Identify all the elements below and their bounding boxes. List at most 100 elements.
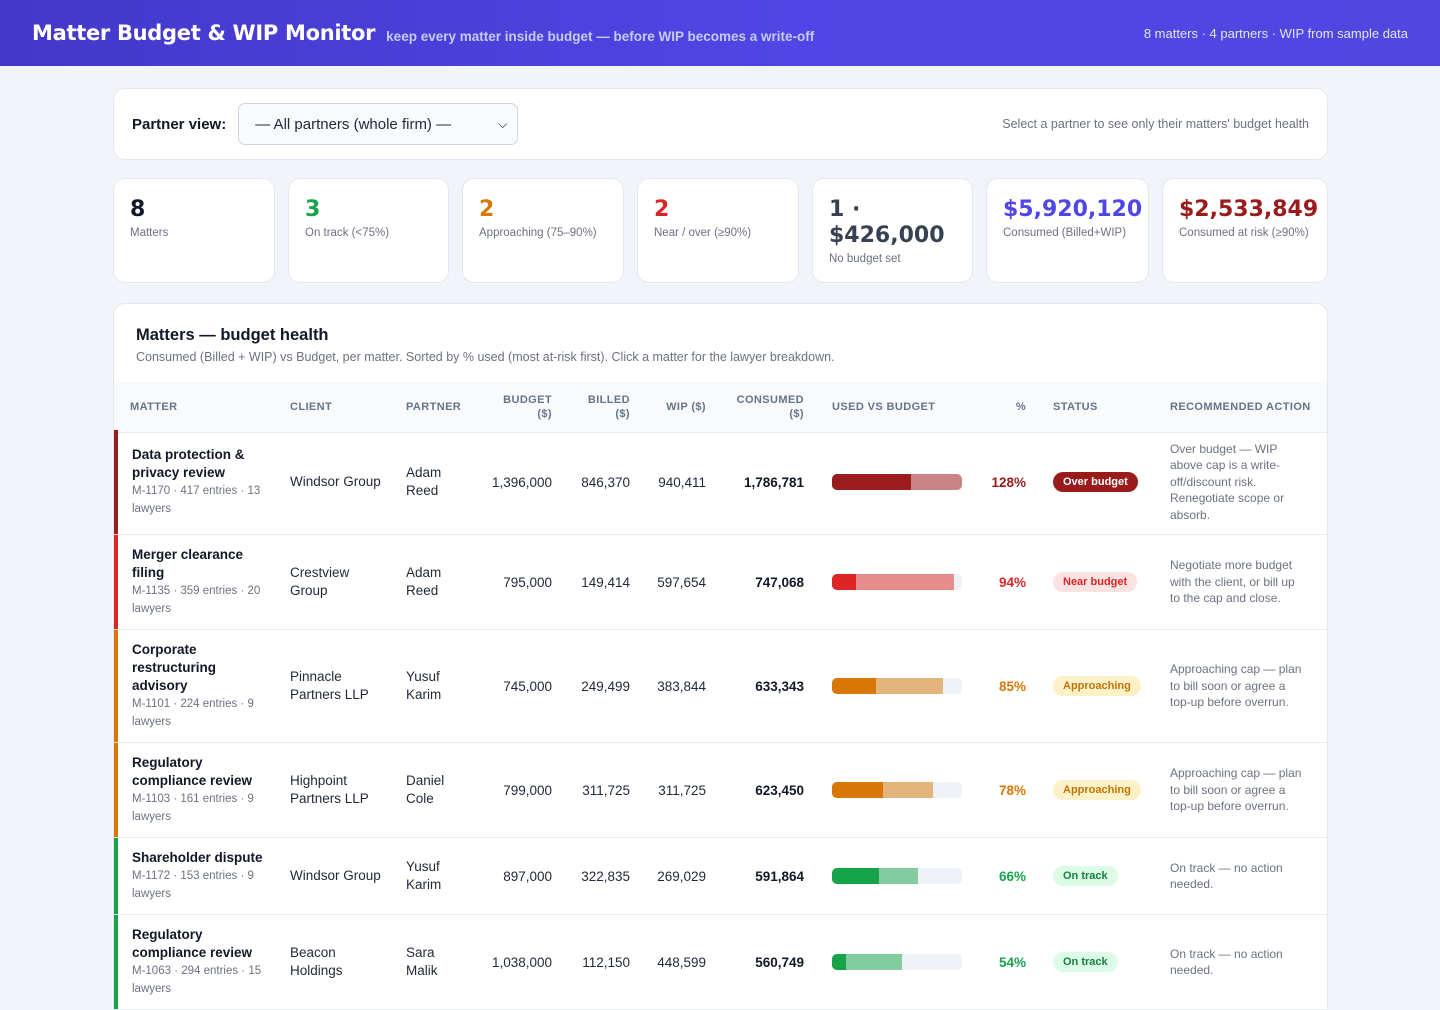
kpi-value: 3 [305, 197, 321, 222]
col-pct[interactable]: % [1015, 401, 1026, 413]
col-consumed[interactable]: CONSUMED ($) [736, 394, 804, 420]
col-matter[interactable]: MATTER [130, 401, 178, 413]
budget-cell: 1,396,000 [491, 474, 552, 490]
partner-select-value: — All partners (whole firm) — [255, 115, 452, 133]
wip-cell: 940,411 [658, 474, 706, 490]
recommended-action: On track — no action needed. [1170, 946, 1283, 978]
wip-cell: 383,844 [657, 678, 706, 694]
status-badge: Approaching [1053, 780, 1141, 800]
col-recommended-action[interactable]: RECOMMENDED ACTION [1170, 401, 1311, 413]
kpi-card: 2 Near / over (≥90%) [637, 178, 799, 283]
app-header: Matter Budget & WIP Monitor keep every m… [0, 0, 1440, 66]
matter-cell[interactable]: Corporate restructuring advisory M-1101 ·… [132, 630, 267, 742]
recommended-action: Over budget — WIP above cap is a write-o… [1170, 441, 1285, 522]
partner-cell: Adam Reed [406, 465, 442, 498]
kpi-value: 1 · $426,000 [829, 197, 945, 248]
matter-cell[interactable]: Shareholder dispute M-1172 · 153 entries … [132, 838, 267, 914]
budget-cell: 745,000 [503, 678, 552, 694]
status-badge: Over budget [1053, 472, 1138, 492]
consumed-cell: 633,343 [755, 678, 804, 694]
matter-name[interactable]: Data protection & privacy review [132, 447, 245, 480]
app-tagline: keep every matter inside budget — before… [386, 28, 815, 44]
billed-cell: 249,499 [581, 678, 630, 694]
table-row[interactable]: Merger clearance filing M-1135 · 359 entr… [114, 535, 1327, 630]
wip-cell: 269,029 [657, 868, 706, 884]
table-row[interactable]: Regulatory compliance review M-1103 · 161… [114, 743, 1327, 838]
matter-name[interactable]: Shareholder dispute [132, 850, 263, 865]
matter-name[interactable]: Regulatory compliance review [132, 927, 253, 960]
table-row[interactable]: Data protection & privacy review M-1170 ·… [114, 430, 1327, 535]
pct-cell: 54% [974, 915, 1026, 1009]
recommended-action: Negotiate more budget with the client, o… [1170, 558, 1295, 606]
kpi-card: 1 · $426,000 No budget set [812, 178, 973, 283]
kpi-caption: Near / over (≥90%) [654, 227, 752, 239]
col-budget[interactable]: BUDGET ($) [503, 394, 552, 420]
consumed-cell: 1,786,781 [743, 474, 804, 490]
status-cell: Near budget [1053, 535, 1163, 629]
partner-view-label: Partner view: [132, 115, 227, 133]
kpi-caption: Matters [130, 227, 169, 239]
kpi-caption: Approaching (75–90%) [479, 227, 597, 239]
kpi-caption: On track (<75%) [305, 227, 390, 239]
pct-value: 66% [998, 868, 1026, 884]
client-cell: Windsor Group [290, 474, 381, 489]
usage-bar [832, 474, 962, 490]
table-subtitle: Consumed (Billed + WIP) vs Budget, per m… [136, 350, 835, 364]
client-cell: Windsor Group [290, 868, 381, 883]
col-status[interactable]: STATUS [1053, 401, 1098, 413]
kpi-caption: No budget set [829, 253, 901, 265]
budget-cell: 1,038,000 [491, 954, 552, 970]
pct-cell: 78% [974, 743, 1026, 837]
col-billed[interactable]: BILLED ($) [587, 394, 630, 420]
matter-cell[interactable]: Regulatory compliance review M-1063 · 294… [132, 915, 267, 1009]
col-client[interactable]: CLIENT [290, 401, 333, 413]
partner-view-bar: Partner view: — All partners (whole firm… [113, 88, 1328, 160]
budget-cell: 897,000 [503, 868, 552, 884]
kpi-card: $2,533,849 Consumed at risk (≥90%) [1162, 178, 1328, 283]
status-stripe [114, 838, 118, 914]
consumed-cell: 623,450 [755, 782, 804, 798]
col-wip[interactable]: WIP ($) [666, 401, 706, 413]
kpi-value: 2 [479, 197, 495, 222]
consumed-cell: 560,749 [755, 954, 804, 970]
usage-bar [832, 782, 962, 798]
status-badge: Near budget [1053, 572, 1138, 592]
billed-cell: 112,150 [582, 954, 630, 970]
status-badge: Approaching [1053, 676, 1141, 696]
consumed-cell: 747,068 [755, 574, 804, 590]
table-row[interactable]: Shareholder dispute M-1172 · 153 entries … [114, 838, 1327, 915]
usage-bar [832, 678, 962, 694]
client-cell: Beacon Holdings [290, 945, 343, 978]
status-badge: On track [1053, 866, 1118, 886]
partner-cell: Yusuf Karim [406, 669, 442, 702]
matter-meta: M-1101 · 224 entries · 9 lawyers [132, 698, 254, 728]
status-cell: On track [1053, 838, 1163, 914]
col-used-vs-budget[interactable]: USED VS BUDGET [832, 401, 936, 413]
matter-cell[interactable]: Regulatory compliance review M-1103 · 161… [132, 743, 267, 837]
matter-cell[interactable]: Data protection & privacy review M-1170 ·… [132, 430, 267, 534]
usage-bar-billed [832, 782, 883, 798]
matter-name[interactable]: Merger clearance filing [132, 547, 244, 580]
usage-bar-billed [832, 474, 911, 490]
table-row[interactable]: Regulatory compliance review M-1063 · 294… [114, 915, 1327, 1010]
matter-cell[interactable]: Merger clearance filing M-1135 · 359 entr… [132, 535, 267, 629]
pct-cell: 94% [974, 535, 1026, 629]
app-title: Matter Budget & WIP Monitor [32, 21, 376, 45]
client-cell: Pinnacle Partners LLP [290, 669, 369, 702]
kpi-card: 2 Approaching (75–90%) [462, 178, 624, 283]
partner-select[interactable]: — All partners (whole firm) — ⌵ [238, 103, 519, 145]
matter-name[interactable]: Corporate restructuring advisory [132, 642, 217, 693]
status-cell: Approaching [1053, 630, 1163, 742]
matter-meta: M-1063 · 294 entries · 15 lawyers [132, 965, 262, 995]
matter-name[interactable]: Regulatory compliance review [132, 755, 253, 788]
kpi-caption: Consumed (Billed+WIP) [1003, 227, 1127, 239]
usage-bar-billed [832, 868, 879, 884]
status-badge: On track [1053, 952, 1118, 972]
table-row[interactable]: Corporate restructuring advisory M-1101 ·… [114, 630, 1327, 743]
table-title: Matters — budget health [136, 326, 329, 344]
billed-cell: 311,725 [582, 782, 630, 798]
col-partner[interactable]: PARTNER [406, 401, 462, 413]
pct-cell: 128% [974, 430, 1026, 534]
status-cell: Approaching [1053, 743, 1163, 837]
client-cell: Highpoint Partners LLP [290, 773, 369, 806]
